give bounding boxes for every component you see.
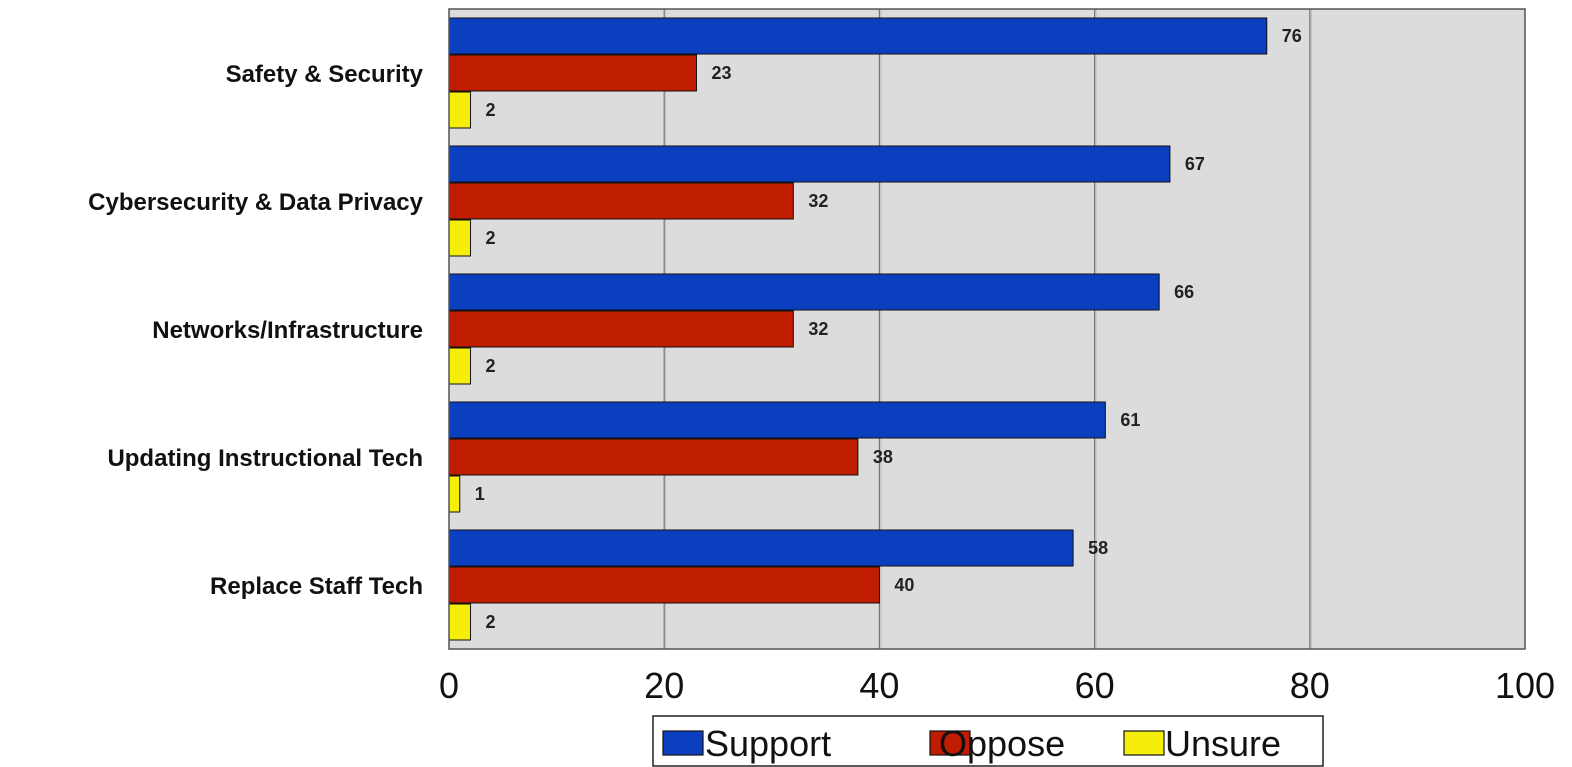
category-labels: Safety & Security Cybersecurity & Data Pr… xyxy=(88,61,423,600)
x-tick-label-100: 100 xyxy=(1495,665,1555,706)
x-axis-ticks: 0 20 40 60 80 100 xyxy=(439,665,1555,706)
bar-oppose-updating-instructional-tech xyxy=(448,438,859,476)
bar-unsure-networks-infrastructure xyxy=(448,347,472,385)
value-label-support-updating-instructional-tech: 61 xyxy=(1120,410,1140,430)
value-label-support-networks-infrastructure: 66 xyxy=(1174,282,1194,302)
bar-support-updating-instructional-tech xyxy=(448,401,1106,439)
bar-unsure-updating-instructional-tech xyxy=(448,475,461,513)
x-tick-label-80: 80 xyxy=(1290,665,1330,706)
bar-unsure-replace-staff-tech xyxy=(448,603,472,641)
value-label-unsure-updating-instructional-tech: 1 xyxy=(475,484,485,504)
category-label-replace-staff-tech: Replace Staff Tech xyxy=(210,573,423,600)
value-label-unsure-safety-security: 2 xyxy=(486,100,496,120)
bar-oppose-replace-staff-tech xyxy=(448,566,880,604)
legend-box xyxy=(652,715,1324,767)
x-tick-label-40: 40 xyxy=(859,665,899,706)
value-label-support-safety-security: 76 xyxy=(1282,26,1302,46)
value-label-support-replace-staff-tech: 58 xyxy=(1088,538,1108,558)
bar-support-cybersecurity-data-privacy xyxy=(448,145,1171,183)
plot-frame xyxy=(448,8,1526,650)
bar-support-networks-infrastructure xyxy=(448,273,1160,311)
value-label-unsure-networks-infrastructure: 2 xyxy=(486,356,496,376)
bar-unsure-cybersecurity-data-privacy xyxy=(448,219,472,257)
legend-label-support: Support xyxy=(705,723,831,764)
legend-swatch-unsure xyxy=(1123,730,1165,756)
value-label-oppose-cybersecurity-data-privacy: 32 xyxy=(808,191,828,211)
bar-oppose-safety-security xyxy=(448,54,697,92)
category-label-cybersecurity-data-privacy: Cybersecurity & Data Privacy xyxy=(88,189,423,216)
value-label-support-cybersecurity-data-privacy: 67 xyxy=(1185,154,1205,174)
category-label-networks-infrastructure: Networks/Infrastructure xyxy=(152,317,423,344)
x-tick-label-20: 20 xyxy=(644,665,684,706)
value-label-oppose-replace-staff-tech: 40 xyxy=(894,575,914,595)
bar-support-safety-security xyxy=(448,17,1268,55)
category-label-updating-instructional-tech: Updating Instructional Tech xyxy=(107,445,423,472)
legend: Support Oppose Unsure xyxy=(652,715,1324,767)
bars xyxy=(448,17,1268,641)
bar-oppose-networks-infrastructure xyxy=(448,310,794,348)
value-label-oppose-updating-instructional-tech: 38 xyxy=(873,447,893,467)
value-label-oppose-networks-infrastructure: 32 xyxy=(808,319,828,339)
legend-swatch-support xyxy=(662,730,704,756)
legend-label-unsure: Unsure xyxy=(1165,723,1281,764)
value-label-unsure-replace-staff-tech: 2 xyxy=(486,612,496,632)
legend-swatch-oppose xyxy=(929,730,971,756)
value-labels: 76 23 2 67 32 2 66 32 2 61 38 1 58 40 2 xyxy=(475,26,1302,632)
x-tick-label-60: 60 xyxy=(1075,665,1115,706)
bar-unsure-safety-security xyxy=(448,91,472,129)
x-tick-label-0: 0 xyxy=(439,665,459,706)
value-label-unsure-cybersecurity-data-privacy: 2 xyxy=(486,228,496,248)
value-label-oppose-safety-security: 23 xyxy=(711,63,731,83)
legend-label-oppose: Oppose xyxy=(939,723,1065,764)
bar-support-replace-staff-tech xyxy=(448,529,1074,567)
category-label-safety-security: Safety & Security xyxy=(226,61,424,88)
bar-oppose-cybersecurity-data-privacy xyxy=(448,182,794,220)
